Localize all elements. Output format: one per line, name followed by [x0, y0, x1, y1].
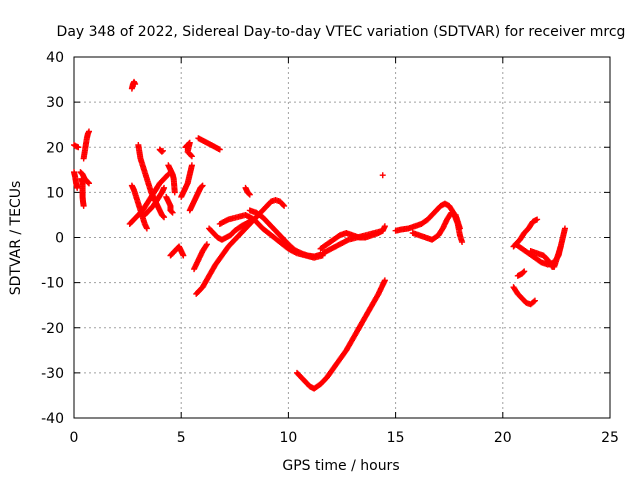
y-tick-label: 0 — [55, 231, 64, 247]
data-point — [161, 184, 168, 191]
data-point — [80, 202, 87, 209]
series-s8 — [126, 171, 172, 227]
x-tick-label: 25 — [601, 430, 619, 446]
data-point — [180, 252, 187, 259]
y-tick-label: -30 — [41, 366, 64, 382]
data-point — [521, 268, 528, 275]
data-point — [171, 189, 178, 196]
data-point — [161, 214, 168, 221]
series-s22 — [246, 207, 324, 260]
data-marks — [71, 78, 568, 392]
series-s30 — [409, 209, 463, 243]
data-point — [534, 216, 541, 223]
series-s21 — [206, 218, 253, 243]
y-tick-label: -10 — [41, 276, 64, 292]
data-point — [199, 182, 206, 189]
x-tick-label: 15 — [387, 430, 405, 446]
y-tick-label: 20 — [46, 140, 64, 156]
series-s27 — [317, 227, 386, 252]
chart-title: Day 348 of 2022, Sidereal Day-to-day VTE… — [57, 24, 626, 40]
series-s19 — [195, 135, 223, 153]
series-s12 — [165, 162, 178, 196]
series-s13 — [163, 193, 176, 216]
data-point — [530, 298, 537, 305]
data-point — [164, 172, 171, 179]
data-point — [198, 183, 205, 190]
y-tick-label: 30 — [46, 95, 64, 111]
data-point — [85, 179, 92, 186]
data-point — [159, 147, 166, 154]
series-s5 — [80, 128, 93, 162]
data-point — [169, 209, 176, 216]
data-point — [280, 202, 287, 209]
data-point — [86, 128, 93, 135]
y-tick-label: 40 — [46, 50, 64, 66]
y-axis-title: SDTVAR / TECUs — [8, 181, 24, 296]
series-s32 — [514, 268, 528, 279]
data-point — [381, 277, 388, 284]
data-point — [381, 223, 388, 230]
data-point — [188, 152, 195, 159]
data-point — [168, 208, 175, 215]
data-point — [531, 297, 538, 304]
series-s16 — [182, 139, 195, 160]
y-tick-label: 10 — [46, 185, 64, 201]
data-point — [459, 239, 466, 246]
series-s2 — [71, 169, 81, 191]
series-s24 — [216, 211, 326, 261]
y-tick-label: -20 — [41, 321, 64, 337]
data-point — [379, 227, 386, 234]
series-s28 — [379, 172, 386, 179]
series-s10 — [141, 184, 168, 218]
series-s15 — [178, 162, 195, 200]
series-s17 — [186, 182, 206, 214]
data-point — [246, 190, 253, 197]
series-s35 — [527, 225, 568, 270]
data-point — [456, 225, 463, 232]
series-s4 — [77, 169, 93, 187]
series-s1 — [71, 141, 82, 151]
x-axis-title: GPS time / hours — [282, 458, 399, 474]
series-s23 — [242, 184, 253, 198]
series-s31 — [510, 284, 538, 308]
x-tick-label: 20 — [494, 430, 512, 446]
data-point — [143, 225, 150, 232]
data-point — [158, 148, 165, 155]
ticks: 0 5 10 15 20 25 -40 -30 -20 -10 0 10 20 30 40 — [41, 50, 619, 446]
x-tick-label: 5 — [177, 430, 186, 446]
series-s18 — [191, 241, 210, 273]
series-s3 — [78, 175, 87, 209]
data-point — [203, 241, 210, 248]
data-point — [188, 153, 195, 160]
data-point — [379, 172, 386, 179]
data-point — [281, 202, 288, 209]
series-s25 — [293, 277, 388, 392]
data-point — [188, 162, 195, 169]
series-s6 — [128, 78, 139, 92]
data-point — [203, 242, 210, 249]
data-point — [520, 269, 527, 276]
x-tick-label: 0 — [70, 430, 79, 446]
data-point — [86, 180, 93, 187]
grid — [74, 57, 610, 418]
data-point — [74, 184, 81, 191]
data-point — [246, 191, 253, 198]
series-s14 — [167, 243, 187, 259]
data-point — [160, 213, 167, 220]
series-s11 — [156, 146, 166, 155]
data-point — [561, 225, 568, 232]
data-point — [216, 146, 223, 153]
data-point — [132, 81, 139, 88]
x-tick-label: 10 — [279, 430, 297, 446]
y-tick-label: -40 — [41, 411, 64, 427]
data-point — [75, 144, 82, 151]
